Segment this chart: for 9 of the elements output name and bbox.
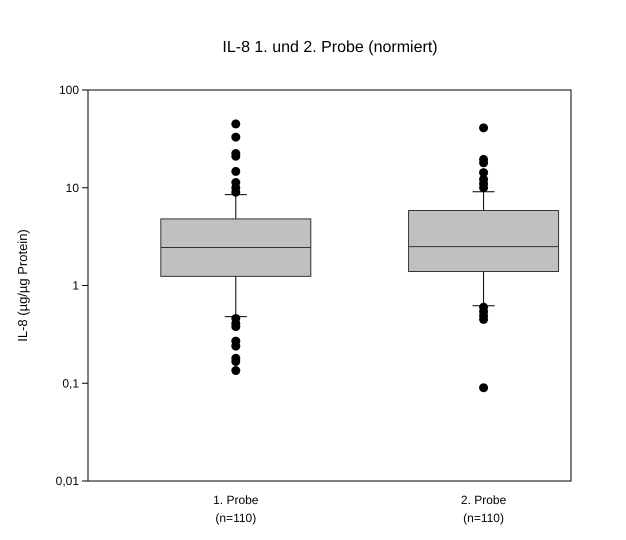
y-tick-label: 100 [58,83,80,97]
y-tick-label: 0,1 [62,376,80,390]
y-axis-title: IL-8 (µg/µg Protein) [15,229,30,342]
y-tick-label: 0,01 [56,474,80,488]
x-tick-label: 2. Probe (n=110) [460,493,507,525]
x-tick-label: 1. Probe (n=110) [213,493,259,525]
chart-title: IL-8 1. und 2. Probe (normiert) [222,39,438,56]
y-tick-label: 10 [66,180,80,195]
y-tick-label: 1 [72,278,80,292]
